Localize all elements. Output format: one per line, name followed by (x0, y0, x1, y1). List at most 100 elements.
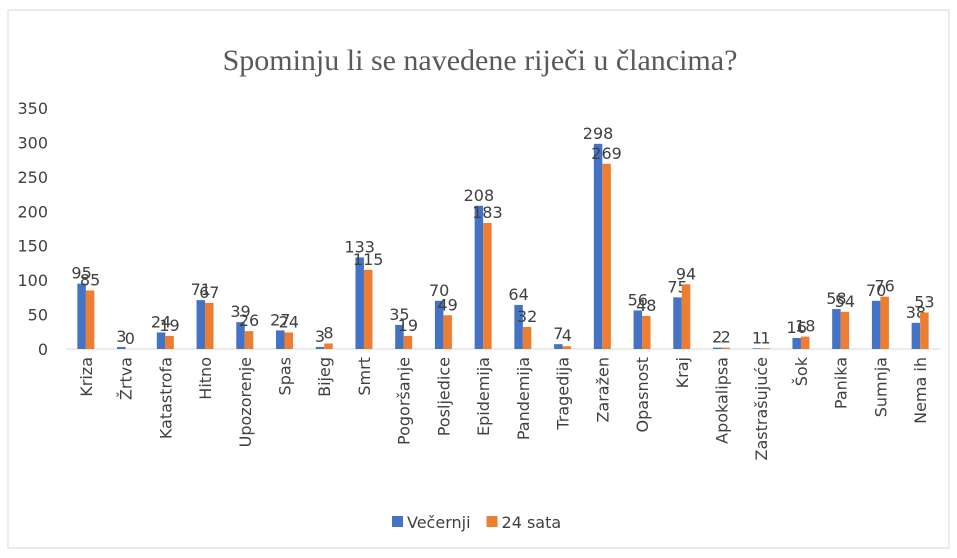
x-tick-label: Apokalipsa (713, 357, 732, 444)
bar (355, 257, 364, 349)
y-tick-label: 50 (28, 306, 48, 325)
bar (593, 143, 603, 349)
bar (761, 348, 770, 349)
data-label: 71 (191, 280, 211, 299)
bar (713, 347, 722, 349)
data-label: 39 (230, 302, 250, 321)
y-tick-label: 100 (17, 271, 48, 290)
bar (244, 331, 254, 349)
bar (554, 344, 563, 349)
bar (483, 222, 492, 349)
chart-title: Spominju li se navedene riječi u člancim… (223, 44, 738, 77)
x-tick-label: Katastrofa (156, 357, 175, 439)
data-label: 8 (323, 323, 333, 342)
bar (315, 346, 325, 349)
y-tick-label: 250 (17, 168, 48, 187)
bar (721, 347, 730, 349)
bar (642, 315, 651, 349)
bar (324, 343, 333, 349)
x-tick-label: Pandemija (514, 357, 533, 440)
data-label: 208 (464, 186, 495, 205)
legend-label: 24 sata (502, 513, 562, 532)
data-label: 2 (712, 328, 722, 347)
bar (522, 326, 532, 349)
data-label: 76 (874, 277, 894, 296)
data-label: 19 (159, 316, 179, 335)
bar (395, 324, 404, 349)
x-tick-label: Pogoršanje (395, 357, 414, 445)
legend-swatch (392, 516, 403, 527)
data-label: 26 (239, 311, 259, 330)
bar (205, 302, 214, 349)
data-label: 54 (835, 292, 855, 311)
x-tick-label: Zaražen (593, 357, 612, 423)
data-label: 18 (795, 317, 815, 336)
data-label: 56 (628, 290, 648, 309)
x-tick-label: Posljedice (434, 357, 453, 436)
data-label: 85 (80, 270, 100, 289)
bar (880, 296, 889, 349)
bar (85, 290, 95, 349)
bar (165, 335, 174, 349)
x-tick-label: Bijeg (315, 357, 334, 397)
bar (236, 322, 245, 349)
bar (117, 346, 126, 349)
data-label: 35 (389, 305, 409, 324)
data-label: 19 (398, 316, 418, 335)
data-label: 269 (591, 144, 622, 163)
bar (474, 205, 484, 349)
data-label: 49 (437, 295, 457, 314)
bar (681, 284, 691, 349)
data-label: 1 (760, 328, 770, 347)
data-label: 48 (636, 296, 656, 315)
x-tick-label: Kraj (673, 357, 692, 388)
bar (920, 312, 929, 349)
x-tick-label: Smrt (355, 357, 374, 396)
bar (514, 304, 523, 349)
bar (562, 346, 572, 349)
data-label: 67 (199, 283, 219, 302)
data-label: 27 (270, 310, 290, 329)
data-label: 3 (116, 327, 126, 346)
bar (673, 297, 682, 349)
data-label: 4 (562, 326, 572, 345)
bar (871, 300, 881, 349)
bar (363, 269, 373, 349)
x-tick-label: Upozorenje (236, 357, 255, 447)
bar (800, 336, 810, 349)
x-tick-label: Kriza (77, 357, 96, 397)
bar (911, 322, 921, 349)
data-label: 32 (517, 307, 537, 326)
bar (840, 311, 850, 349)
data-label: 53 (914, 293, 934, 312)
bar (633, 310, 643, 349)
x-tick-label: Tragedija (554, 357, 573, 431)
data-label: 183 (472, 203, 503, 222)
x-tick-label: Hitno (196, 357, 215, 400)
data-label: 115 (353, 250, 384, 269)
data-label: 95 (71, 264, 91, 283)
x-tick-label: Sumnja (871, 357, 890, 417)
bar (156, 332, 166, 349)
x-tick-label: Šok (792, 356, 811, 386)
bar (77, 283, 86, 349)
bar (434, 300, 444, 349)
legend-label: Večernji (407, 513, 471, 532)
data-label: 0 (125, 329, 135, 348)
x-tick-label: Žrtva (117, 357, 136, 400)
bar (752, 348, 762, 349)
data-label: 1 (752, 328, 762, 347)
data-label: 70 (866, 281, 886, 300)
y-tick-label: 150 (17, 237, 48, 256)
bar (276, 330, 285, 349)
bar (602, 163, 611, 349)
data-label: 2 (721, 328, 731, 347)
data-label: 58 (826, 289, 846, 308)
legend-swatch (486, 516, 498, 527)
bar (403, 335, 413, 349)
data-label: 70 (429, 281, 449, 300)
y-tick-label: 350 (17, 99, 48, 118)
x-tick-label: Zastrašujuće (752, 357, 771, 460)
data-label: 64 (508, 285, 528, 304)
